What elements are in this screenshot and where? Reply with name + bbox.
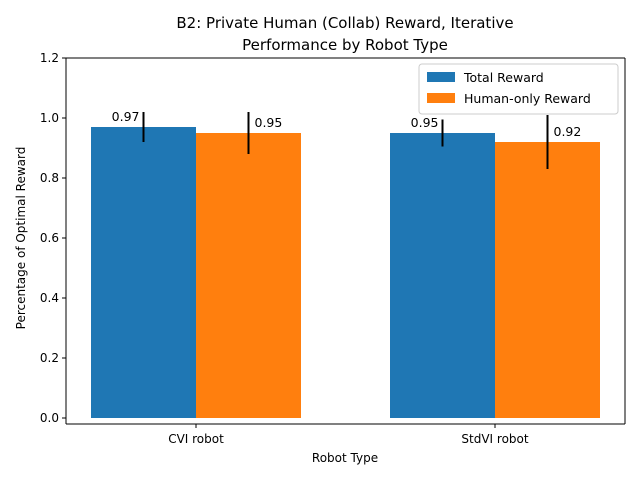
x-tick-label-1: StdVI robot — [461, 432, 528, 446]
legend: Total Reward Human-only Reward — [418, 63, 619, 115]
legend-label-2: Human-only Reward — [464, 91, 591, 106]
bar-2-1 — [196, 133, 301, 418]
bar-1-2 — [390, 133, 495, 418]
y-axis-label: Percentage of Optimal Reward — [14, 147, 28, 330]
bars-layer: 0.97 0.95 0.95 0.92 — [91, 109, 600, 418]
y-tick-label-6: 1.2 — [40, 51, 59, 65]
chart-title-line-2: Performance by Robot Type — [242, 36, 448, 54]
chart-title-line-1: B2: Private Human (Collab) Reward, Itera… — [176, 14, 513, 32]
bar-1-1 — [91, 127, 196, 418]
legend-swatch-1 — [427, 72, 455, 82]
data-label-1-2: 0.95 — [411, 115, 439, 130]
y-tick-label-1: 0.2 — [40, 351, 59, 365]
y-tick-label-5: 1.0 — [40, 111, 59, 125]
y-tick-label-4: 0.8 — [40, 171, 59, 185]
data-label-2-1: 0.95 — [255, 115, 283, 130]
x-tick-label-0: CVI robot — [168, 432, 224, 446]
bar-2-2 — [495, 142, 600, 418]
x-axis-label: Robot Type — [312, 451, 378, 465]
data-label-2-2: 0.92 — [554, 124, 582, 139]
legend-label-1: Total Reward — [463, 70, 544, 85]
legend-swatch-2 — [427, 93, 455, 103]
data-label-1-1: 0.97 — [112, 109, 140, 124]
y-tick-label-2: 0.4 — [40, 291, 59, 305]
y-tick-label-3: 0.6 — [40, 231, 59, 245]
legend-frame — [418, 63, 619, 115]
axes-layer: 0.0 0.2 0.4 0.6 0.8 1.0 1.2 CVI robot StdVI robo… — [40, 51, 626, 446]
chart-title: B2: Private Human (Collab) Reward, Itera… — [176, 14, 513, 54]
y-tick-label-0: 0.0 — [40, 411, 59, 425]
